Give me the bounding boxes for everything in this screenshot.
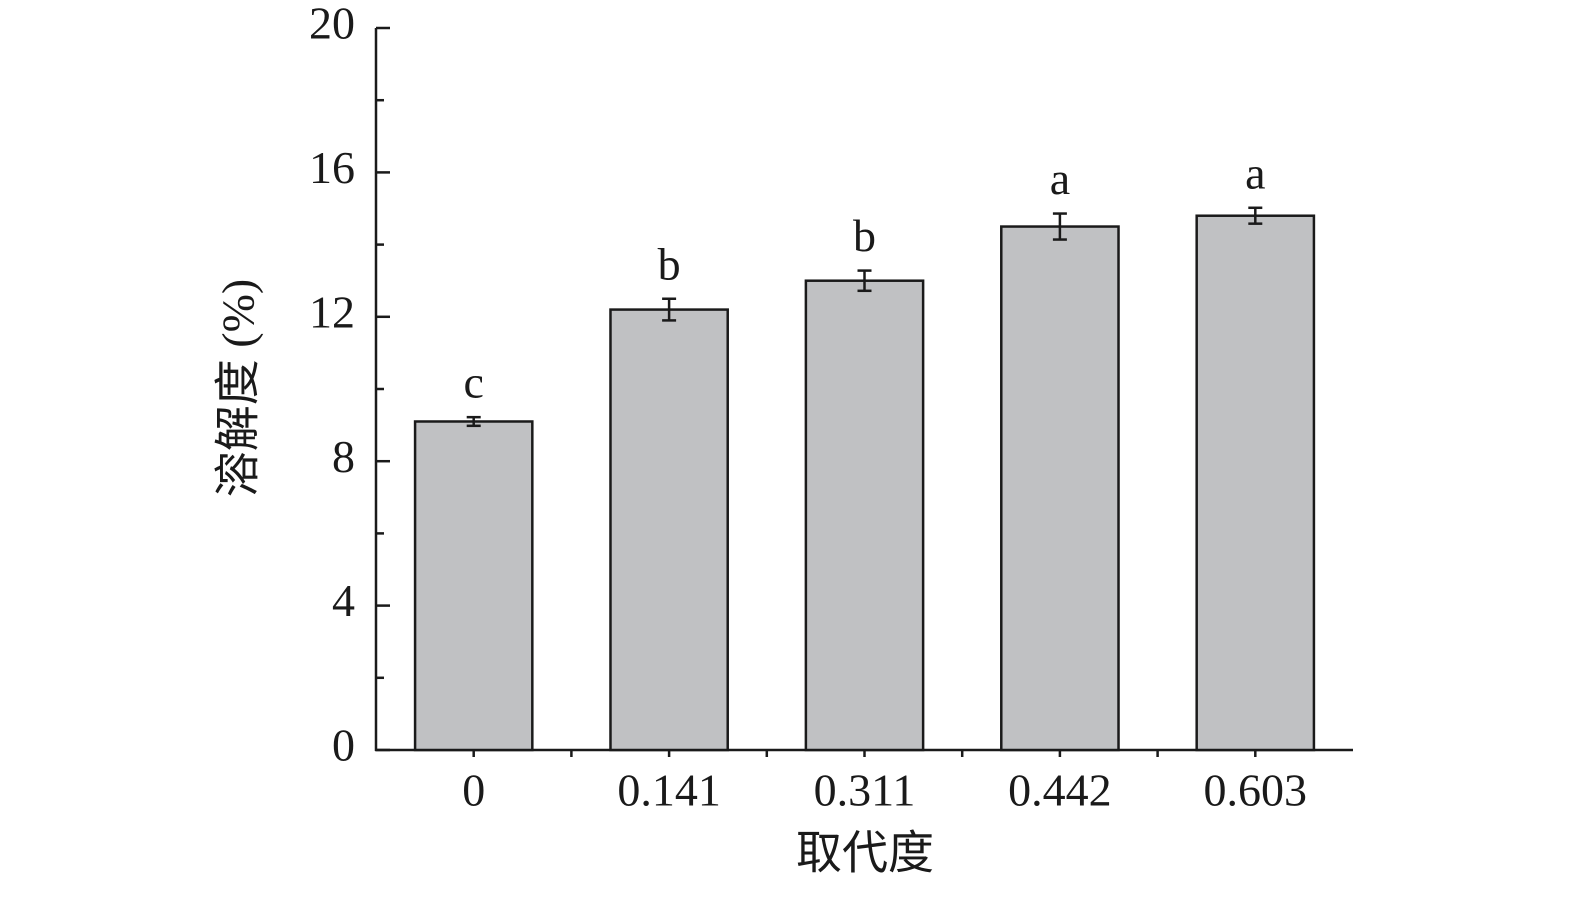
error-bar bbox=[857, 269, 872, 293]
error-bar bbox=[1052, 212, 1067, 241]
y-tick-label: 0 bbox=[332, 720, 355, 771]
error-bar bbox=[466, 415, 481, 428]
significance-label: b bbox=[658, 238, 681, 289]
y-tick-label: 4 bbox=[332, 575, 355, 626]
significance-label: a bbox=[1245, 147, 1265, 198]
significance-label: c bbox=[463, 357, 483, 408]
error-bar bbox=[662, 297, 677, 322]
x-axis-title: 取代度 bbox=[796, 828, 934, 879]
y-axis-title: 溶解度 (%) bbox=[213, 279, 264, 497]
bar bbox=[413, 420, 534, 752]
error-bar bbox=[1248, 206, 1263, 225]
bar bbox=[1000, 225, 1120, 752]
x-tick-label: 0.442 bbox=[1008, 765, 1112, 816]
significance-label: a bbox=[1050, 153, 1070, 204]
y-tick-label: 20 bbox=[309, 0, 355, 49]
y-tick-label: 8 bbox=[332, 431, 355, 482]
x-tick-label: 0 bbox=[462, 765, 485, 816]
bar bbox=[609, 308, 729, 752]
bar bbox=[1195, 214, 1316, 752]
y-tick-label: 12 bbox=[309, 286, 355, 337]
significance-label: b bbox=[853, 210, 876, 261]
bar bbox=[804, 279, 925, 752]
x-tick-label: 0.603 bbox=[1204, 765, 1308, 816]
y-tick-label: 16 bbox=[309, 142, 355, 193]
x-tick-label: 0.141 bbox=[617, 765, 721, 816]
x-tick-label: 0.311 bbox=[814, 765, 916, 816]
